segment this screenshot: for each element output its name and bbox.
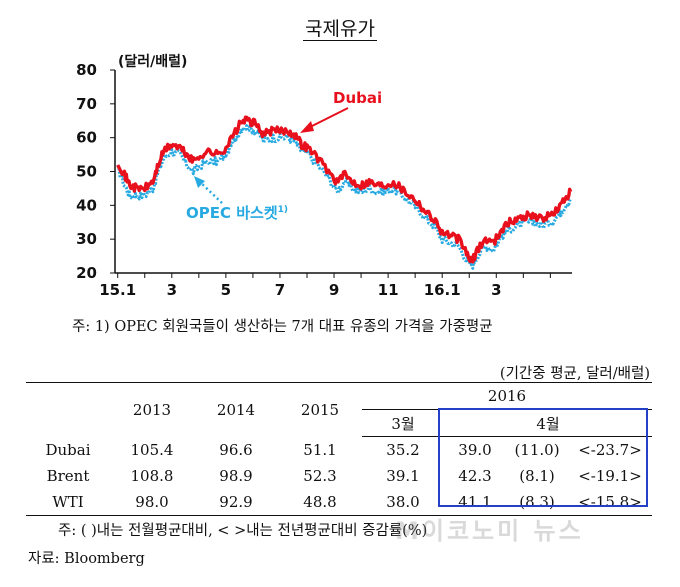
y-tick-label: 80: [76, 61, 97, 79]
chart-footnote: 주: 1) OPEC 회원국들이 생산하는 7개 대표 유종의 가격을 가중평균: [72, 319, 493, 335]
cell-value: 105.4: [130, 440, 174, 459]
x-tick-label: 5: [221, 281, 231, 299]
cell-value: 98.9: [219, 467, 253, 485]
x-tick-label: 3: [491, 281, 501, 299]
page-title-text: 국제유가: [303, 18, 377, 41]
header-month-march: 3월: [362, 409, 444, 437]
cell-value: 38.0: [386, 493, 420, 511]
cell-yoy-change: <-19.1>: [578, 467, 642, 485]
opec-arrow-line: [199, 181, 223, 204]
opec-label-text: OPEC 바스켓: [186, 204, 278, 222]
opec-arrow-head: [194, 176, 205, 188]
y-tick-label: 40: [76, 196, 97, 214]
table-row-brent: Brent 108.8 98.9 52.3 39.1 42.3 (8.1) <-…: [26, 463, 652, 489]
header-group-2016: 2016: [362, 382, 652, 410]
chart-series: [116, 115, 573, 270]
y-tick-label: 70: [76, 95, 97, 113]
x-tick-label: 11: [378, 281, 399, 299]
x-tick-label: 16.1: [424, 281, 461, 299]
cell-value: 48.8: [303, 493, 337, 511]
x-tick-label: 3: [167, 281, 177, 299]
table-row-dubai: Dubai 105.4 96.6 51.1 35.2 39.0 (11.0) <…: [26, 437, 652, 464]
cell-value: 96.6: [219, 440, 253, 459]
dubai-series-line: [116, 115, 573, 264]
y-tick-label: 60: [76, 129, 97, 147]
dubai-arrow-line: [307, 107, 349, 129]
header-month-april: 4월: [444, 409, 652, 437]
table-note: 주: ( )내는 전월평균대비, < >내는 전년평균대비 증감률(%): [58, 523, 428, 539]
chart-annotations: Dubai OPEC 바스켓1): [186, 89, 382, 222]
opec-basket-series-line: [116, 122, 572, 270]
row-name: Brent: [46, 467, 90, 485]
y-axis-unit: (달러/배럴): [118, 54, 187, 70]
header-year: 2015: [300, 400, 340, 419]
cell-value: 35.2: [386, 441, 420, 459]
x-tick-label: 7: [275, 281, 285, 299]
cell-value: 92.9: [219, 493, 253, 511]
table-unit-note: (기간중 평균, 달러/배럴): [499, 366, 650, 382]
cell-value: 52.3: [303, 467, 337, 485]
row-name: Dubai: [45, 440, 91, 459]
data-source: 자료: Bloomberg: [28, 551, 145, 567]
cell-value: 39.0: [458, 441, 492, 459]
opec-series-label: OPEC 바스켓1): [186, 204, 288, 222]
x-tick-labels: 15.1 3 5 7 9 11 16.1 3: [99, 273, 551, 299]
row-name: WTI: [52, 493, 84, 511]
cell-value: 108.8: [130, 467, 174, 485]
cell-value: 51.1: [303, 440, 337, 459]
april-highlight-box: [438, 408, 648, 507]
table-subheader-row: 3월 4월: [26, 409, 652, 437]
header-year: 2014: [216, 400, 256, 419]
cell-mom-change: (11.0): [514, 441, 560, 459]
table-header-row: 2013 2014 2015 2016: [26, 382, 652, 419]
cell-mom-change: (8.1): [519, 467, 555, 485]
dubai-arrow-head: [300, 121, 314, 133]
y-tick-label: 30: [76, 230, 97, 248]
cell-value: 42.3: [458, 467, 492, 485]
dubai-series-label: Dubai: [333, 89, 382, 107]
x-tick-label: 15.1: [99, 281, 136, 299]
page-title: 국제유가: [0, 14, 680, 41]
header-year: 2013: [132, 400, 172, 419]
y-tick-labels: 20 30 40 50 60 70 80: [76, 61, 115, 282]
x-tick-label: 9: [329, 281, 339, 299]
cell-value: 98.0: [135, 493, 169, 511]
oil-price-chart: (달러/배럴) 20 30 40 50 60 70 80 15.1 3 5 7 9 11 16.1 3 D…: [76, 54, 573, 299]
watermark-logo: M이코노미 뉴스: [395, 517, 584, 545]
y-tick-label: 50: [76, 163, 97, 181]
cell-yoy-change: <-23.7>: [578, 441, 642, 459]
header-blank: [26, 383, 110, 437]
y-tick-label: 20: [76, 264, 97, 282]
opec-label-footnote: 1): [278, 205, 288, 215]
cell-value: 39.1: [386, 467, 420, 485]
